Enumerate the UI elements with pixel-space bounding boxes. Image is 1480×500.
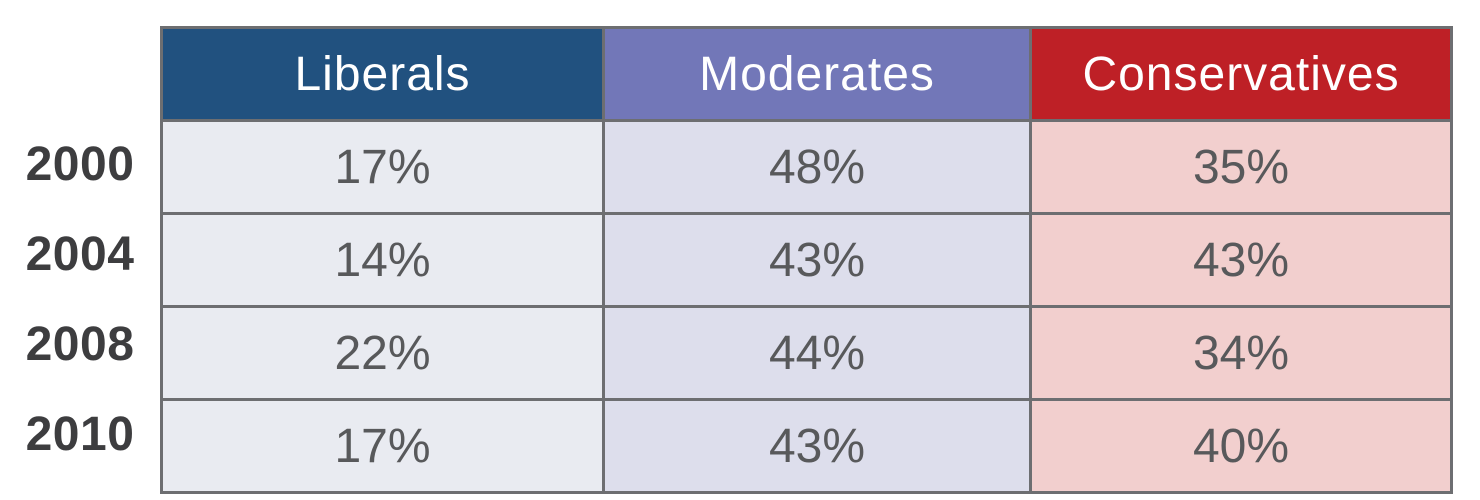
cell-2000-moderates: 48% bbox=[602, 119, 1032, 215]
cell-2000-conservatives: 35% bbox=[1029, 119, 1453, 215]
cell-2000-liberals: 17% bbox=[160, 119, 605, 215]
year-label-2004: 2004 bbox=[25, 227, 135, 281]
header-row: Liberals Moderates Conservatives bbox=[160, 26, 1453, 122]
cell-2010-liberals: 17% bbox=[160, 398, 605, 494]
table-row-2008: 22% 44% 34% bbox=[160, 305, 1453, 401]
figure-wrap: 2000 2004 2008 2010 Liberals Moderates C… bbox=[0, 26, 1480, 494]
column-header-conservatives: Conservatives bbox=[1029, 26, 1453, 122]
year-labels-column: 2000 2004 2008 2010 bbox=[0, 26, 160, 479]
cell-2008-liberals: 22% bbox=[160, 305, 605, 401]
table-row-2000: 17% 48% 35% bbox=[160, 119, 1453, 215]
cell-2004-liberals: 14% bbox=[160, 212, 605, 308]
cell-2008-moderates: 44% bbox=[602, 305, 1032, 401]
year-label-2008: 2008 bbox=[25, 317, 135, 371]
cell-2010-moderates: 43% bbox=[602, 398, 1032, 494]
cell-2004-moderates: 43% bbox=[602, 212, 1032, 308]
year-label-2010: 2010 bbox=[25, 407, 135, 461]
ideology-table: Liberals Moderates Conservatives 17% 48%… bbox=[160, 26, 1453, 494]
cell-2010-conservatives: 40% bbox=[1029, 398, 1453, 494]
cell-2008-conservatives: 34% bbox=[1029, 305, 1453, 401]
year-label-2000: 2000 bbox=[25, 137, 135, 191]
table-row-2010: 17% 43% 40% bbox=[160, 398, 1453, 494]
cell-2004-conservatives: 43% bbox=[1029, 212, 1453, 308]
column-header-liberals: Liberals bbox=[160, 26, 605, 122]
column-header-moderates: Moderates bbox=[602, 26, 1032, 122]
header-spacer bbox=[0, 26, 160, 119]
table-row-2004: 14% 43% 43% bbox=[160, 212, 1453, 308]
